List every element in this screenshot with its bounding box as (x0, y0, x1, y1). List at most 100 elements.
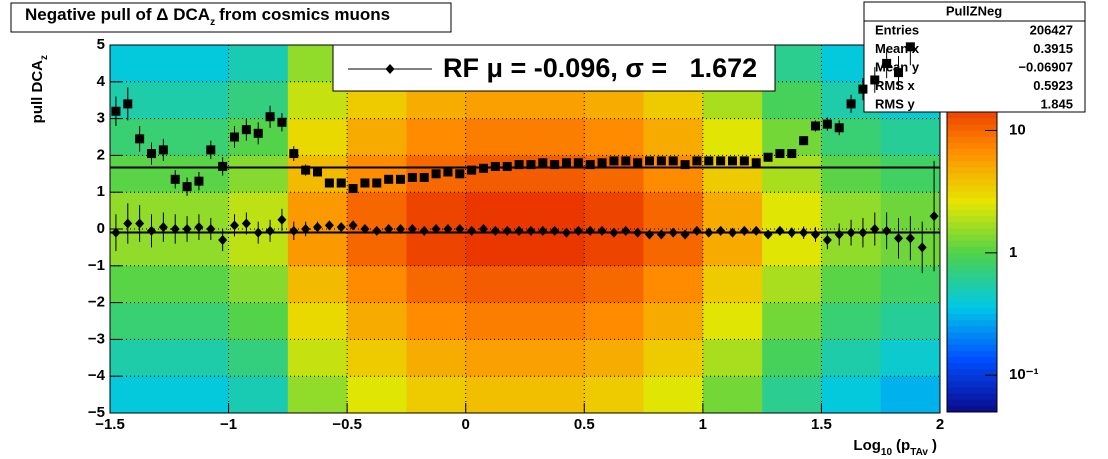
x-tick-label: 0 (462, 416, 470, 433)
square-marker (538, 158, 548, 168)
diamond-marker (384, 224, 394, 234)
diamond-marker (739, 225, 749, 236)
colorbar-band (947, 375, 997, 382)
heatmap-cell (702, 192, 763, 230)
colorbar-band (947, 216, 997, 223)
x-tick-label: 2 (936, 416, 944, 433)
diamond-marker (182, 224, 192, 234)
heatmap-cell (287, 302, 348, 340)
diamond-marker (419, 225, 429, 236)
square-marker (728, 156, 737, 166)
colorbar-band (947, 271, 997, 278)
diamond-marker (609, 227, 619, 238)
label-part: z (210, 17, 215, 28)
diamond-marker (301, 224, 311, 234)
heatmap-cell (228, 265, 289, 303)
colorbar-tick-label: 10⁻¹ (1009, 366, 1039, 383)
square-marker (241, 125, 251, 135)
diamond-marker (787, 227, 797, 238)
heatmap-cell (762, 302, 822, 340)
colorbar-band (947, 326, 997, 333)
diamond-marker (728, 227, 737, 238)
colorbar-band (947, 295, 997, 303)
colorbar-band (947, 173, 997, 181)
colorbar-band (947, 277, 997, 285)
square-marker (360, 178, 370, 188)
colorbar-band (947, 344, 997, 352)
stats-value: −0.06907 (1018, 59, 1073, 74)
label-part: pull DCA (29, 60, 46, 123)
diamond-marker (490, 225, 500, 236)
y-tick-label: 4 (97, 73, 106, 90)
colorbar-band (947, 246, 997, 254)
heatmap-cell (821, 302, 882, 340)
heatmap-cell (169, 81, 229, 119)
diamond-marker (502, 225, 512, 236)
colorbar-band (947, 191, 997, 199)
colorbar-band (947, 204, 997, 211)
colorbar-band (947, 265, 997, 272)
diamond-marker (277, 214, 287, 225)
square-marker (348, 184, 358, 194)
heatmap-cell (169, 376, 229, 414)
heatmap-cell (584, 376, 644, 414)
heatmap-cell (643, 376, 704, 414)
diamond-marker (704, 227, 714, 238)
stats-label: RMS y (875, 96, 916, 111)
heatmap-cell (880, 302, 941, 340)
diamond-marker (668, 227, 678, 238)
heatmap-cell (110, 265, 170, 303)
diamond-marker (917, 242, 927, 253)
diamond-marker (870, 224, 880, 234)
heatmap-cell (228, 302, 289, 340)
heatmap-cell (347, 118, 407, 156)
label-part: ) (932, 437, 937, 454)
heatmap-cell (110, 45, 170, 83)
stats-value: 0.5923 (1033, 78, 1073, 93)
square-marker (431, 169, 441, 179)
title-box (10, 2, 452, 33)
diamond-marker (230, 220, 239, 231)
heatmap-cell (762, 192, 822, 230)
colorbar-band (947, 124, 997, 132)
square-marker (230, 132, 239, 142)
heatmap-cell (880, 376, 941, 414)
diamond-marker (241, 218, 251, 229)
square-marker (870, 75, 880, 85)
colorbar-band (947, 363, 997, 370)
label-part: 10 (881, 447, 893, 458)
stats-label: RMS x (875, 78, 916, 93)
heatmap-cell (287, 339, 348, 377)
stats-label: Entries (875, 22, 919, 37)
heatmap-cell (228, 376, 289, 414)
heatmap-cell (643, 192, 704, 230)
square-marker (194, 176, 204, 186)
colorbar-tick-label: 10 (1009, 121, 1026, 138)
y-tick-label: 3 (97, 110, 105, 127)
heatmap-cell (702, 118, 763, 156)
diamond-marker (467, 225, 477, 236)
diamond-marker (455, 224, 465, 234)
heatmap-cell (525, 192, 585, 230)
colorbar-band (947, 112, 997, 119)
diamond-marker (894, 233, 903, 244)
heatmap-cell (406, 192, 467, 230)
square-marker (751, 158, 761, 168)
colorbar-band (947, 381, 997, 389)
colorbar-band (947, 161, 997, 168)
square-marker (372, 178, 382, 188)
square-marker (324, 178, 334, 188)
colorbar-band (947, 301, 997, 309)
colorbar-band (947, 308, 997, 315)
diamond-marker (372, 225, 382, 236)
colorbar-band (947, 118, 997, 126)
square-marker (265, 112, 275, 122)
square-marker (182, 182, 192, 192)
diamond-marker (585, 225, 595, 236)
diamond-marker (123, 218, 133, 229)
colorbar-band (947, 283, 997, 291)
heatmap-cell (406, 229, 467, 267)
y-tick-label: −4 (88, 367, 106, 384)
heatmap-cell (584, 118, 644, 156)
diamond-marker (763, 229, 773, 240)
